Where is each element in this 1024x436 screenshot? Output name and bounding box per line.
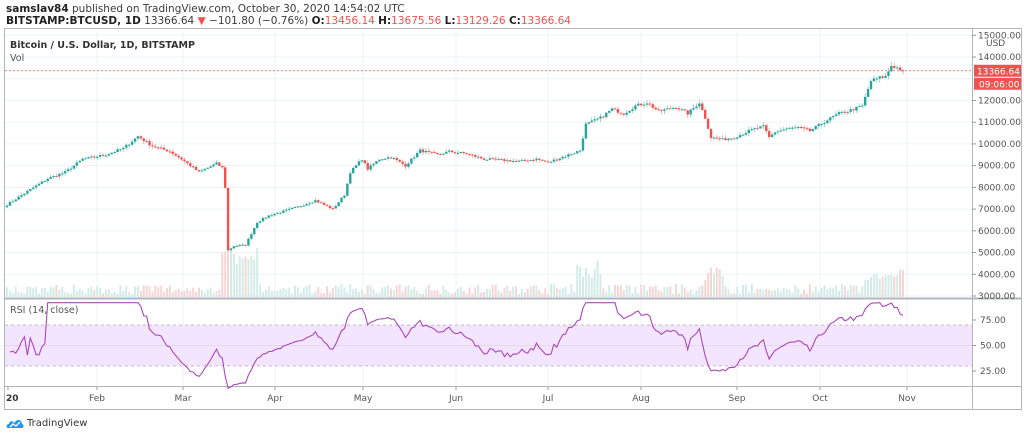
symbol-name: BITSTAMP:BTCUSD, 1D — [6, 15, 141, 27]
low-value: 13129.26 — [455, 15, 506, 27]
svg-text:Apr: Apr — [267, 394, 283, 404]
low-label: L: — [444, 15, 456, 27]
logo-text: TradingView — [27, 418, 88, 429]
price-change: −101.80 (−0.76%) — [209, 15, 309, 27]
svg-text:12000.00: 12000.00 — [978, 96, 1021, 106]
svg-text:Sep: Sep — [729, 394, 746, 404]
svg-text:5000.00: 5000.00 — [978, 249, 1015, 259]
svg-text:14000.00: 14000.00 — [978, 53, 1021, 63]
svg-text:Jul: Jul — [542, 394, 554, 404]
close-value: 13366.64 — [520, 15, 571, 27]
chart-legend: Bitcoin / U.S. Dollar, 1D, BITSTAMP Vol — [10, 39, 195, 65]
svg-text:8000.00: 8000.00 — [978, 183, 1015, 193]
high-value: 13675.56 — [391, 15, 442, 27]
rsi-legend[interactable]: RSI (14, close) — [10, 305, 79, 316]
last-price: 13366.64 — [144, 15, 195, 27]
open-label: O: — [311, 15, 325, 27]
svg-text:May: May — [354, 394, 373, 404]
open-value: 13456.14 — [324, 15, 375, 27]
svg-text:4000.00: 4000.00 — [978, 270, 1015, 280]
symbol-info: BITSTAMP:BTCUSD, 1D 13366.64 ▼ −101.80 (… — [6, 15, 571, 27]
svg-text:10000.00: 10000.00 — [978, 140, 1021, 150]
svg-text:15000.00: 15000.00 — [978, 31, 1021, 41]
publish-text: published on TradingView.com, October 30… — [72, 3, 405, 15]
svg-text:Feb: Feb — [89, 394, 105, 404]
svg-text:Nov: Nov — [898, 394, 916, 404]
svg-text:09:06:00: 09:06:00 — [979, 80, 1020, 90]
svg-text:3000.00: 3000.00 — [978, 292, 1015, 302]
tradingview-logo[interactable]: TradingView — [6, 418, 87, 429]
svg-text:13366.64: 13366.64 — [977, 67, 1020, 77]
svg-text:6000.00: 6000.00 — [978, 227, 1015, 237]
svg-text:50.00: 50.00 — [980, 342, 1006, 352]
author-name[interactable]: samslav84 — [6, 3, 69, 15]
svg-text:25.00: 25.00 — [980, 367, 1006, 377]
high-label: H: — [378, 15, 392, 27]
svg-text:11000.00: 11000.00 — [978, 118, 1021, 128]
svg-text:Aug: Aug — [632, 394, 650, 404]
cloud-logo-icon — [6, 420, 24, 428]
svg-text:Jun: Jun — [448, 394, 463, 404]
svg-text:Oct: Oct — [812, 394, 828, 404]
chart-frame — [4, 28, 1022, 410]
svg-text:7000.00: 7000.00 — [978, 205, 1015, 215]
svg-text:75.00: 75.00 — [980, 316, 1006, 326]
svg-text:USD: USD — [986, 39, 1005, 49]
publish-info: samslav84 published on TradingView.com, … — [6, 3, 405, 15]
down-arrow-icon: ▼ — [197, 15, 206, 27]
legend-volume[interactable]: Vol — [10, 53, 25, 64]
svg-text:20: 20 — [6, 394, 19, 404]
svg-text:9000.00: 9000.00 — [978, 162, 1015, 172]
legend-title[interactable]: Bitcoin / U.S. Dollar, 1D, BITSTAMP — [10, 40, 195, 51]
close-label: C: — [508, 15, 521, 27]
svg-text:Mar: Mar — [175, 394, 192, 404]
